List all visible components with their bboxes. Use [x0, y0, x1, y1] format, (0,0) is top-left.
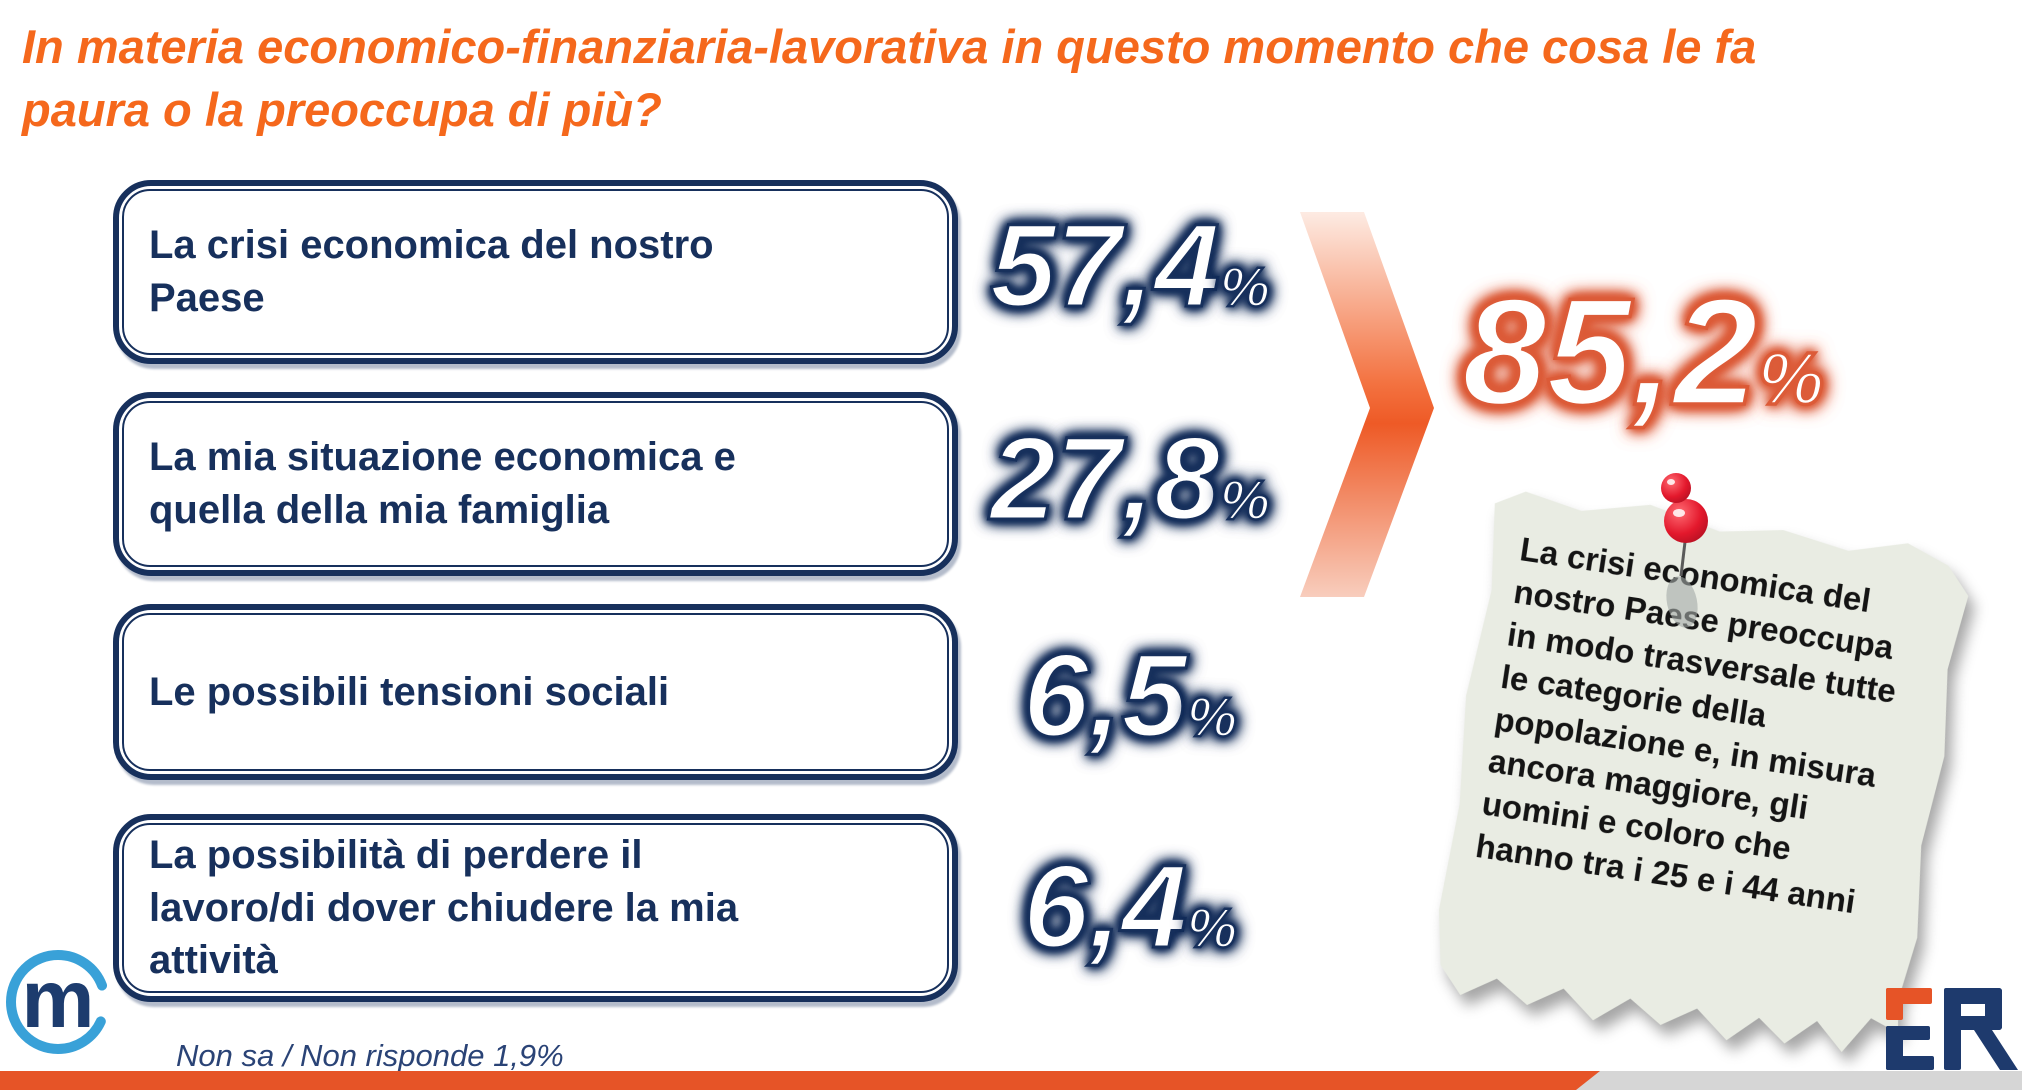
option-box-perdere-lavoro: La possibilità di perdere il lavoro/di d…: [113, 814, 958, 1002]
percent-sign: %: [1219, 468, 1271, 531]
percent-sign: %: [1186, 896, 1238, 959]
percent-sign: %: [1219, 255, 1271, 318]
value-number: 6,4: [1022, 841, 1189, 973]
orange-chevron-right-icon: [1300, 212, 1434, 597]
value-situazione-economica: 27,8%: [950, 419, 1310, 540]
value-tensioni-sociali: 6,5%: [950, 636, 1310, 757]
highlight-combined-value: 85,2%: [1428, 274, 1858, 430]
option-label: La mia situazione economica e quella del…: [149, 435, 736, 532]
option-label: La possibilità di perdere il lavoro/di d…: [149, 832, 739, 983]
value-perdere-lavoro: 6,4%: [950, 847, 1310, 968]
value-number: 57,4: [989, 200, 1222, 332]
option-box-tensioni-sociali: Le possibili tensioni sociali: [113, 604, 958, 780]
value-number: 27,8: [989, 413, 1222, 545]
percent-sign: %: [1186, 685, 1238, 748]
percent-sign: %: [1756, 337, 1825, 420]
m-logo: m: [0, 946, 116, 1062]
option-box-crisi-economica: La crisi economica del nostro Paese: [113, 180, 958, 364]
m-logo-ring-icon: [6, 950, 110, 1054]
value-crisi-economica: 57,4%: [950, 206, 1310, 327]
value-number: 85,2: [1460, 267, 1759, 437]
value-number: 6,5: [1022, 630, 1189, 762]
slide-title: In materia economico-finanziaria-lavorat…: [22, 20, 1757, 136]
option-label: Le possibili tensioni sociali: [149, 669, 670, 714]
er-logo-icon: [1886, 988, 2018, 1070]
option-box-situazione-economica: La mia situazione economica e quella del…: [113, 392, 958, 576]
option-label: La crisi economica del nostro Paese: [149, 223, 714, 320]
m-logo-letter: m: [21, 954, 95, 1045]
red-pushpin-icon: [1661, 473, 1708, 628]
footnote: Non sa / Non risponde 1,9%: [176, 1038, 564, 1073]
bottom-bar-orange: [0, 1071, 1600, 1090]
